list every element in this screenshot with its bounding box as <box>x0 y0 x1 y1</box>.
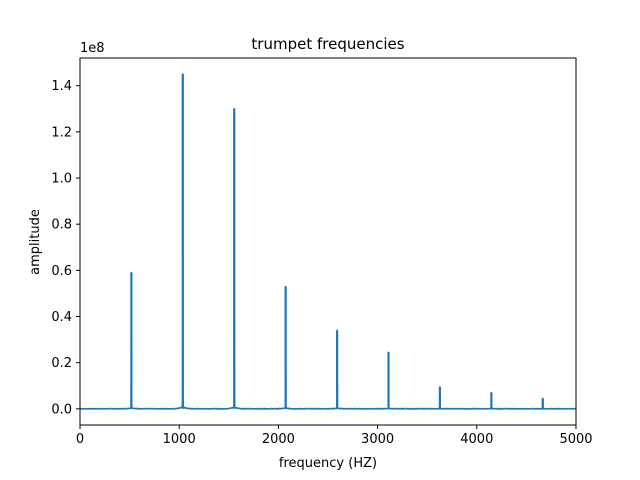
y-tick-label: 1.0 <box>51 172 72 187</box>
x-tick-label: 4000 <box>460 432 493 447</box>
x-tick-label: 0 <box>76 432 84 447</box>
plot-content <box>79 73 577 410</box>
y-tick-label: 0.6 <box>51 264 72 279</box>
chart-title: trumpet frequencies <box>251 35 404 53</box>
y-tick-label: 1.4 <box>51 79 72 94</box>
axes-frame <box>79 57 577 426</box>
y-axis: 0.0 0.2 0.4 0.6 0.8 1.0 1.2 1.4 <box>51 79 80 417</box>
x-tick-label: 5000 <box>559 432 592 447</box>
y-axis-label: amplitude <box>28 209 43 275</box>
x-axis-label: frequency (HZ) <box>279 456 377 471</box>
y-offset-text: 1e8 <box>80 41 105 56</box>
y-tick-label: 1.2 <box>51 125 72 140</box>
x-axis: 0 1000 2000 3000 4000 5000 <box>76 425 593 447</box>
y-tick-label: 0.4 <box>51 310 72 325</box>
y-tick-label: 0.0 <box>51 402 72 417</box>
y-tick-label: 0.8 <box>51 218 72 233</box>
x-tick-label: 3000 <box>361 432 394 447</box>
y-tick-label: 0.2 <box>51 356 72 371</box>
x-tick-label: 1000 <box>163 432 196 447</box>
x-tick-label: 2000 <box>262 432 295 447</box>
series-line <box>79 73 577 410</box>
